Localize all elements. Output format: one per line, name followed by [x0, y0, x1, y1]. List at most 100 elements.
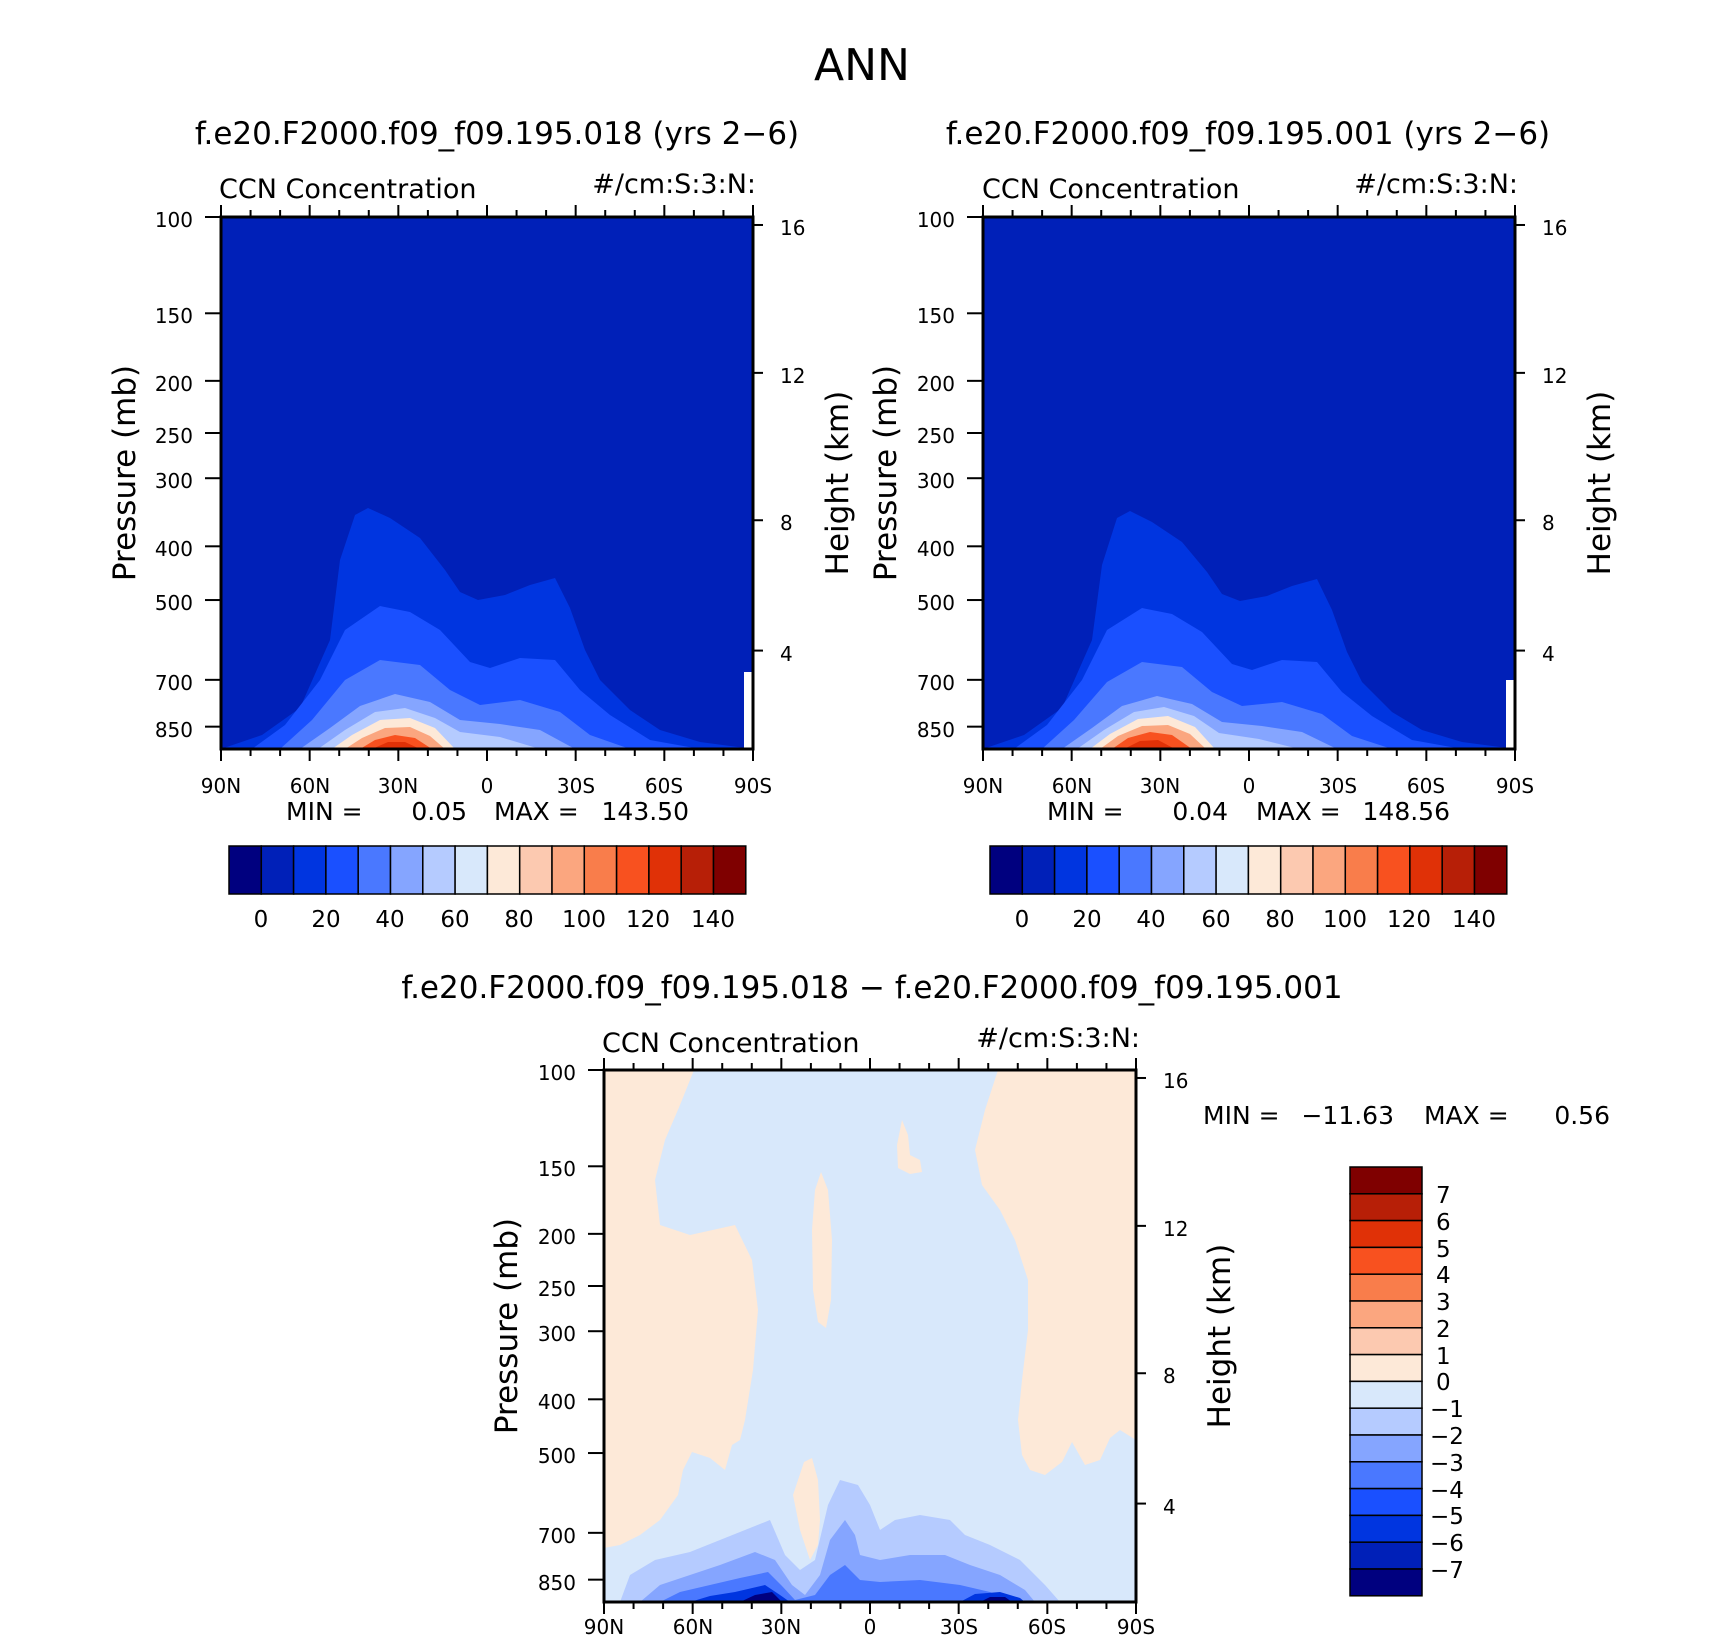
- x-tick-label: 0: [864, 1615, 877, 1639]
- y-axis-label: Pressure (mb): [489, 1218, 525, 1434]
- y-tick-label: 700: [155, 671, 193, 695]
- y-tick-label: 250: [155, 424, 193, 448]
- panel-1-y-axis: 100 150 200 250 300 400 500 700 850 Pres…: [107, 208, 193, 742]
- panel-2-units: #/cm:S:3:N:: [1354, 169, 1518, 200]
- colorbar-box: [1376, 845, 1411, 895]
- colorbar-box: [680, 845, 715, 895]
- panel-2-colorbar: [989, 845, 1508, 895]
- colorbar-label: 0: [254, 907, 269, 933]
- x-tick-label: 30S: [1319, 774, 1357, 798]
- panel-1-plot: [219, 215, 755, 751]
- colorbar-label: 60: [1201, 907, 1230, 933]
- x-tick-label: 30N: [378, 774, 418, 798]
- colorbar-box: [1349, 1166, 1423, 1195]
- colorbar-label: 20: [311, 907, 340, 933]
- colorbar-box: [1473, 845, 1508, 895]
- min-label: MIN =: [1203, 1101, 1280, 1130]
- colorbar-box: [1344, 845, 1379, 895]
- colorbar-label: 4: [1436, 1263, 1451, 1289]
- panel-1-missing: [744, 672, 753, 749]
- colorbar-label: 6: [1436, 1210, 1451, 1236]
- colorbar-label: 40: [375, 907, 404, 933]
- height-tick-label: 12: [780, 364, 805, 388]
- colorbar-box: [1086, 845, 1120, 895]
- x-tick-label: 60N: [290, 774, 330, 798]
- panel-3-y-axis: 100 150 200 250 300 400 500 700 850 Pres…: [489, 1061, 576, 1595]
- x-tick-label: 60S: [645, 774, 683, 798]
- colorbar-label: 40: [1136, 907, 1165, 933]
- colorbar-box: [389, 845, 424, 895]
- colorbar-label: 2: [1436, 1317, 1451, 1343]
- height-tick-label: 8: [1542, 511, 1555, 535]
- x-tick-label: 90S: [1117, 1615, 1155, 1639]
- x-tick-label: 90N: [201, 774, 241, 798]
- colorbar-box: [1349, 1219, 1423, 1249]
- panel-1-y-axis-right: 16 12 8 4 Height (km): [780, 216, 856, 666]
- colorbar-label: −7: [1430, 1558, 1464, 1584]
- y-tick-label: 300: [917, 469, 955, 493]
- colorbar-box: [1349, 1246, 1423, 1275]
- y-tick-label: 500: [538, 1444, 576, 1468]
- colorbar-label: 7: [1436, 1183, 1451, 1209]
- y-axis-right-label: Height (km): [820, 391, 856, 576]
- panel-3-plot: [602, 1068, 1138, 1604]
- colorbar-label: 140: [691, 907, 735, 933]
- y-tick-label: 150: [538, 1157, 576, 1181]
- colorbar-box: [454, 845, 489, 895]
- colorbar-label: 100: [562, 907, 606, 933]
- colorbar-box: [260, 845, 295, 895]
- colorbar-label: 0: [1015, 907, 1030, 933]
- colorbar-box: [551, 845, 586, 895]
- colorbar-box: [486, 845, 521, 895]
- panel-3-tick-marks: [588, 1058, 1146, 1614]
- colorbar-label: 60: [440, 907, 469, 933]
- panel-1-contour-9: [372, 742, 420, 749]
- min-value: 0.04: [1172, 797, 1228, 826]
- colorbar-label: 140: [1452, 907, 1496, 933]
- colorbar-label: 0: [1436, 1370, 1451, 1396]
- height-tick-label: 16: [780, 216, 805, 240]
- panel-1-x-axis: 90N 60N 30N 0 30S 60S 90S: [201, 774, 772, 798]
- y-tick-label: 300: [155, 469, 193, 493]
- y-tick-label: 200: [155, 372, 193, 396]
- panel-3-colorbar-labels: 7 6 5 4 3 2 1 0 −1 −2 −3 −4 −5 −6 −7: [1430, 1183, 1464, 1584]
- colorbar-box: [1118, 845, 1153, 895]
- colorbar-label: 5: [1436, 1237, 1451, 1263]
- y-tick-label: 850: [917, 718, 955, 742]
- colorbar-box: [1349, 1541, 1423, 1570]
- y-tick-label: 400: [538, 1390, 576, 1414]
- y-tick-label: 700: [917, 671, 955, 695]
- panel-1-colorbar-labels: 0 20 40 60 80 100 120 140: [254, 907, 735, 933]
- colorbar-box: [615, 845, 650, 895]
- colorbar-box: [1247, 845, 1282, 895]
- y-tick-label: 150: [917, 304, 955, 328]
- y-tick-label: 300: [538, 1322, 576, 1346]
- panel-3-positive-region-west: [604, 1070, 758, 1548]
- colorbar-label: −6: [1430, 1531, 1464, 1557]
- x-tick-label: 60S: [1028, 1615, 1066, 1639]
- colorbar-box: [1349, 1487, 1423, 1517]
- panel-2: f.e20.F2000.f09_f09.195.001 (yrs 2−6) CC…: [868, 116, 1618, 933]
- y-tick-label: 850: [538, 1571, 576, 1595]
- colorbar-box: [357, 845, 392, 895]
- y-tick-label: 100: [155, 208, 193, 232]
- min-value: −11.63: [1301, 1101, 1394, 1130]
- colorbar-box: [1409, 845, 1443, 895]
- panel-3-contour-neg7: [740, 1592, 782, 1602]
- panel-2-y-axis-right: 16 12 8 4 Height (km): [1542, 216, 1618, 666]
- panel-2-colorbar-labels: 0 20 40 60 80 100 120 140: [1015, 907, 1496, 933]
- figure-title: ANN: [814, 40, 910, 91]
- height-tick-label: 4: [780, 642, 793, 666]
- colorbar-box: [989, 845, 1024, 895]
- panel-2-title: f.e20.F2000.f09_f09.195.001 (yrs 2−6): [946, 116, 1550, 152]
- colorbar-box: [1349, 1193, 1423, 1222]
- colorbar-box: [583, 845, 618, 895]
- y-tick-label: 200: [917, 372, 955, 396]
- y-axis-label: Pressure (mb): [868, 365, 904, 581]
- min-label: MIN =: [286, 797, 363, 826]
- max-value: 0.56: [1554, 1101, 1610, 1130]
- max-value: 143.50: [602, 797, 689, 826]
- colorbar-box: [1279, 845, 1314, 895]
- x-tick-label: 60N: [1052, 774, 1092, 798]
- x-tick-label: 30N: [1140, 774, 1180, 798]
